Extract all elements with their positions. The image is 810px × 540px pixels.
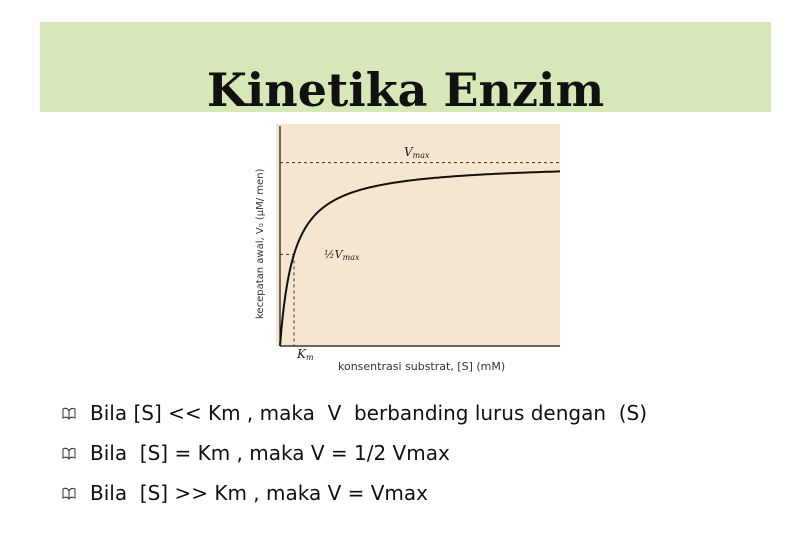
km-label: Km <box>296 347 314 362</box>
bullet-item: Bila [S] = Km , maka V = 1/2 Vmax <box>62 433 647 473</box>
half-vmax-label: ½Vmax <box>324 248 360 262</box>
bullet-text: Bila [S] << Km , maka V berbanding lurus… <box>90 401 648 425</box>
slide-title: Kinetika Enzim <box>206 63 605 117</box>
bullet-item: Bila [S] >> Km , maka V = Vmax <box>62 473 647 513</box>
bullet-list: Bila [S] << Km , maka V berbanding lurus… <box>62 393 647 513</box>
vmax-label: Vmax <box>404 145 430 160</box>
michaelis-menten-figure: Vmax ½Vmax Km konsentrasi substrat, [S] … <box>244 112 574 380</box>
bullet-text: Bila [S] = Km , maka V = 1/2 Vmax <box>90 441 450 465</box>
michaelis-menten-plot: Vmax ½Vmax Km konsentrasi substrat, [S] … <box>255 124 560 373</box>
bullet-text: Bila [S] >> Km , maka V = Vmax <box>90 481 428 505</box>
bullet-item: Bila [S] << Km , maka V berbanding lurus… <box>62 393 647 433</box>
bullet-glyph-icon <box>62 447 76 460</box>
title-band: Kinetika Enzim <box>40 22 771 117</box>
x-axis-label: konsentrasi substrat, [S] (mM) <box>338 360 505 373</box>
y-axis-label: kecepatan awal, V₀ (μM/ men) <box>255 168 266 319</box>
bullet-glyph-icon <box>62 487 76 500</box>
velocity-curve <box>279 170 560 347</box>
bullet-glyph-icon <box>62 407 76 420</box>
plot-panel <box>276 124 560 346</box>
